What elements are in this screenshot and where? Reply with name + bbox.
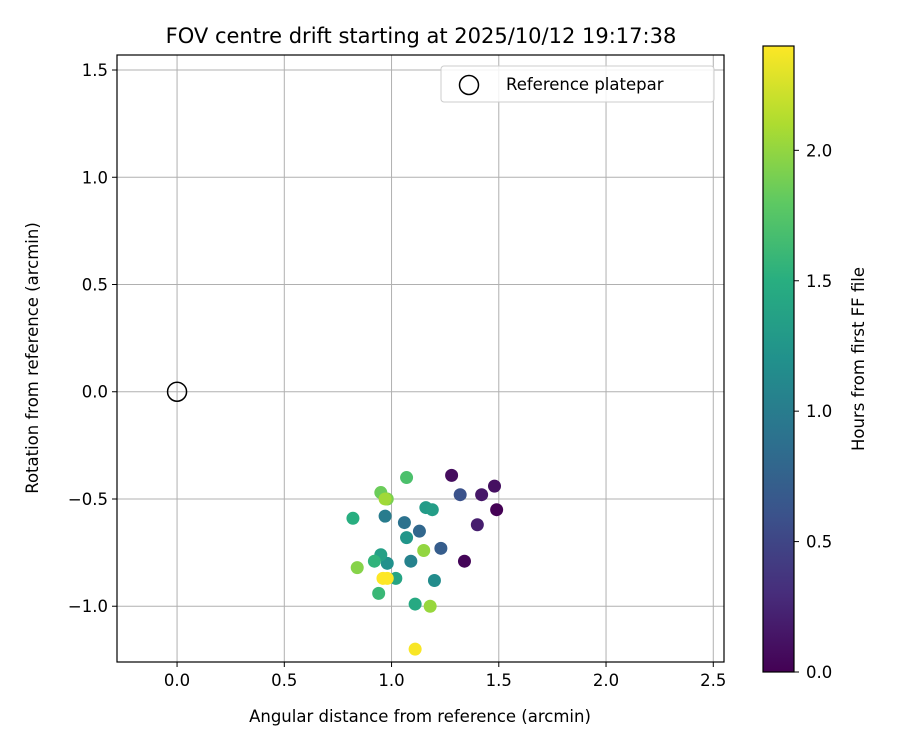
scatter-point xyxy=(412,524,426,538)
x-tick-label: 0.5 xyxy=(271,671,297,690)
x-axis-label: Angular distance from reference (arcmin) xyxy=(249,707,591,726)
x-tick-label: 0.0 xyxy=(164,671,190,690)
plot-frame xyxy=(116,54,725,663)
colorbar-label: Hours from first FF file xyxy=(849,267,868,451)
scatter-point xyxy=(423,599,437,613)
x-tick-label: 1.0 xyxy=(378,671,404,690)
y-tick-label: −0.5 xyxy=(68,490,108,509)
scatter-point xyxy=(453,488,467,502)
legend-entry: Reference platepar xyxy=(506,75,664,94)
x-tick-label: 2.0 xyxy=(593,671,619,690)
scatter-point xyxy=(427,573,441,587)
legend-marker xyxy=(458,74,480,96)
y-tick-label: 1.5 xyxy=(82,61,108,80)
scatter-point xyxy=(404,554,418,568)
scatter-point xyxy=(408,642,422,656)
scatter-point xyxy=(408,597,422,611)
reference-point-marker xyxy=(166,381,188,402)
chart-title: FOV centre drift starting at 2025/10/12 … xyxy=(166,24,677,48)
scatter-point xyxy=(425,503,439,517)
colorbar-tick-label: 1.5 xyxy=(806,272,832,291)
grid-lines xyxy=(117,55,724,662)
scatter-point xyxy=(400,531,414,545)
x-tick-label: 2.5 xyxy=(700,671,726,690)
colorbar-tick-label: 0.0 xyxy=(806,663,832,682)
y-tick-label: 0.5 xyxy=(82,276,108,295)
scatter-point xyxy=(400,471,414,485)
scatter-point xyxy=(457,554,471,568)
scatter-point xyxy=(378,509,392,523)
y-tick-label: −1.0 xyxy=(68,597,108,616)
scatter-point xyxy=(470,518,484,532)
scatter-point xyxy=(367,554,381,568)
y-tick-label: 1.0 xyxy=(82,168,108,187)
scatter-point xyxy=(490,503,504,517)
x-ticks: 0.0 0.5 1.0 1.5 2.0 2.5 xyxy=(164,662,726,690)
scatter-point xyxy=(475,488,489,502)
scatter-point xyxy=(350,561,364,575)
legend: Reference platepar xyxy=(440,65,715,103)
scatter-point xyxy=(346,511,360,525)
colorbar-tick-label: 2.0 xyxy=(806,141,832,160)
colorbar-ticks: 0.0 0.5 1.0 1.5 2.0 xyxy=(794,141,832,682)
scatter-point xyxy=(434,541,448,555)
y-axis-label: Rotation from reference (arcmin) xyxy=(23,222,42,494)
legend-box xyxy=(440,65,715,103)
scatter-point xyxy=(372,586,386,600)
colorbar-tick-label: 0.5 xyxy=(806,533,832,552)
scatter-point xyxy=(445,468,459,482)
scatter-point xyxy=(397,516,411,530)
data-points xyxy=(346,468,504,656)
y-ticks: −1.0 −0.5 0.0 0.5 1.0 1.5 xyxy=(68,61,117,616)
scatter-point xyxy=(417,543,431,557)
colorbar-tick-label: 1.0 xyxy=(806,402,832,421)
scatter-point xyxy=(378,492,392,506)
y-tick-label: 0.0 xyxy=(82,383,108,402)
scatter-point xyxy=(487,479,501,493)
colorbar xyxy=(762,45,795,673)
x-tick-label: 1.5 xyxy=(486,671,512,690)
scatter-point xyxy=(380,571,394,585)
